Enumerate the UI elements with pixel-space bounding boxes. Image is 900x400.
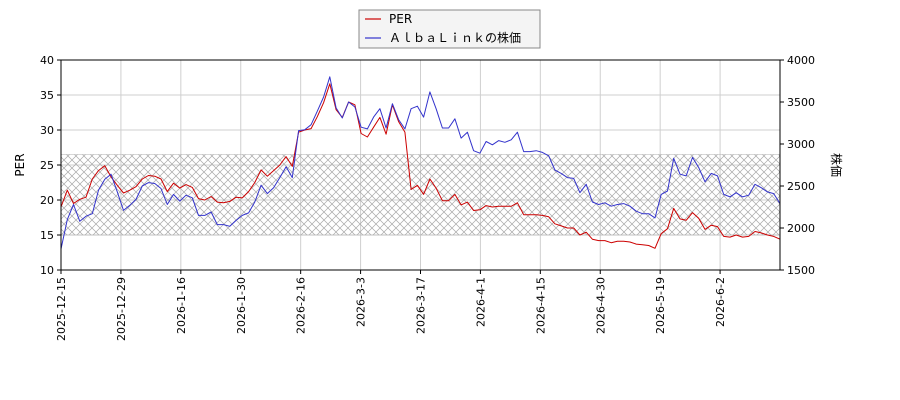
series-line-per [61, 83, 780, 249]
y-left-tick-label: 15 [40, 229, 54, 242]
x-tick-label: 2026-4-1 [474, 277, 487, 327]
series-layer [61, 76, 780, 250]
y-left-tick-label: 30 [40, 124, 54, 137]
x-tick-label: 2026-3-3 [355, 277, 368, 327]
legend-label-per: PER [389, 12, 412, 26]
x-tick-label: 2026-2-16 [295, 277, 308, 334]
x-axis: 2025-12-15 2025-12-29 2026-1-16 2026-1-30 20… [55, 270, 727, 341]
series-line-price [61, 76, 780, 250]
x-tick-label: 2025-12-15 [55, 277, 68, 341]
y-right-tick-label: 2000 [787, 222, 815, 235]
y-right-tick-label: 3500 [787, 96, 815, 109]
y-right-tick-label: 3000 [787, 138, 815, 151]
legend-label-price: ＡｌｂａＬｉｎｋの株価 [389, 30, 521, 45]
y-left-tick-label: 20 [40, 194, 54, 207]
legend: PER ＡｌｂａＬｉｎｋの株価 [358, 9, 541, 49]
y-left-axis-title: PER [13, 153, 27, 176]
x-tick-label: 2026-1-30 [235, 277, 248, 334]
legend-box [358, 9, 541, 49]
x-tick-label: 2026-5-19 [654, 277, 667, 334]
y-left-tick-label: 10 [40, 264, 54, 277]
x-tick-label: 2026-4-15 [534, 277, 547, 334]
y-left-tick-label: 25 [40, 159, 54, 172]
x-tick-label: 2026-1-16 [175, 277, 188, 334]
x-tick-label: 2026-3-17 [415, 277, 428, 334]
x-tick-label: 2025-12-29 [115, 277, 128, 341]
y-right-axis: 1500 2000 2500 3000 3500 4000 [780, 54, 815, 277]
y-right-axis-title: 株価 [829, 153, 844, 177]
y-left-tick-label: 40 [40, 54, 54, 67]
y-right-tick-label: 2500 [787, 180, 815, 193]
y-right-tick-label: 1500 [787, 264, 815, 277]
y-left-tick-label: 35 [40, 89, 54, 102]
y-right-tick-label: 4000 [787, 54, 815, 67]
x-tick-label: 2026-4-30 [594, 277, 607, 334]
x-tick-label: 2026-6-2 [714, 277, 727, 327]
y-left-axis: 10 15 20 25 30 35 40 [40, 54, 61, 277]
